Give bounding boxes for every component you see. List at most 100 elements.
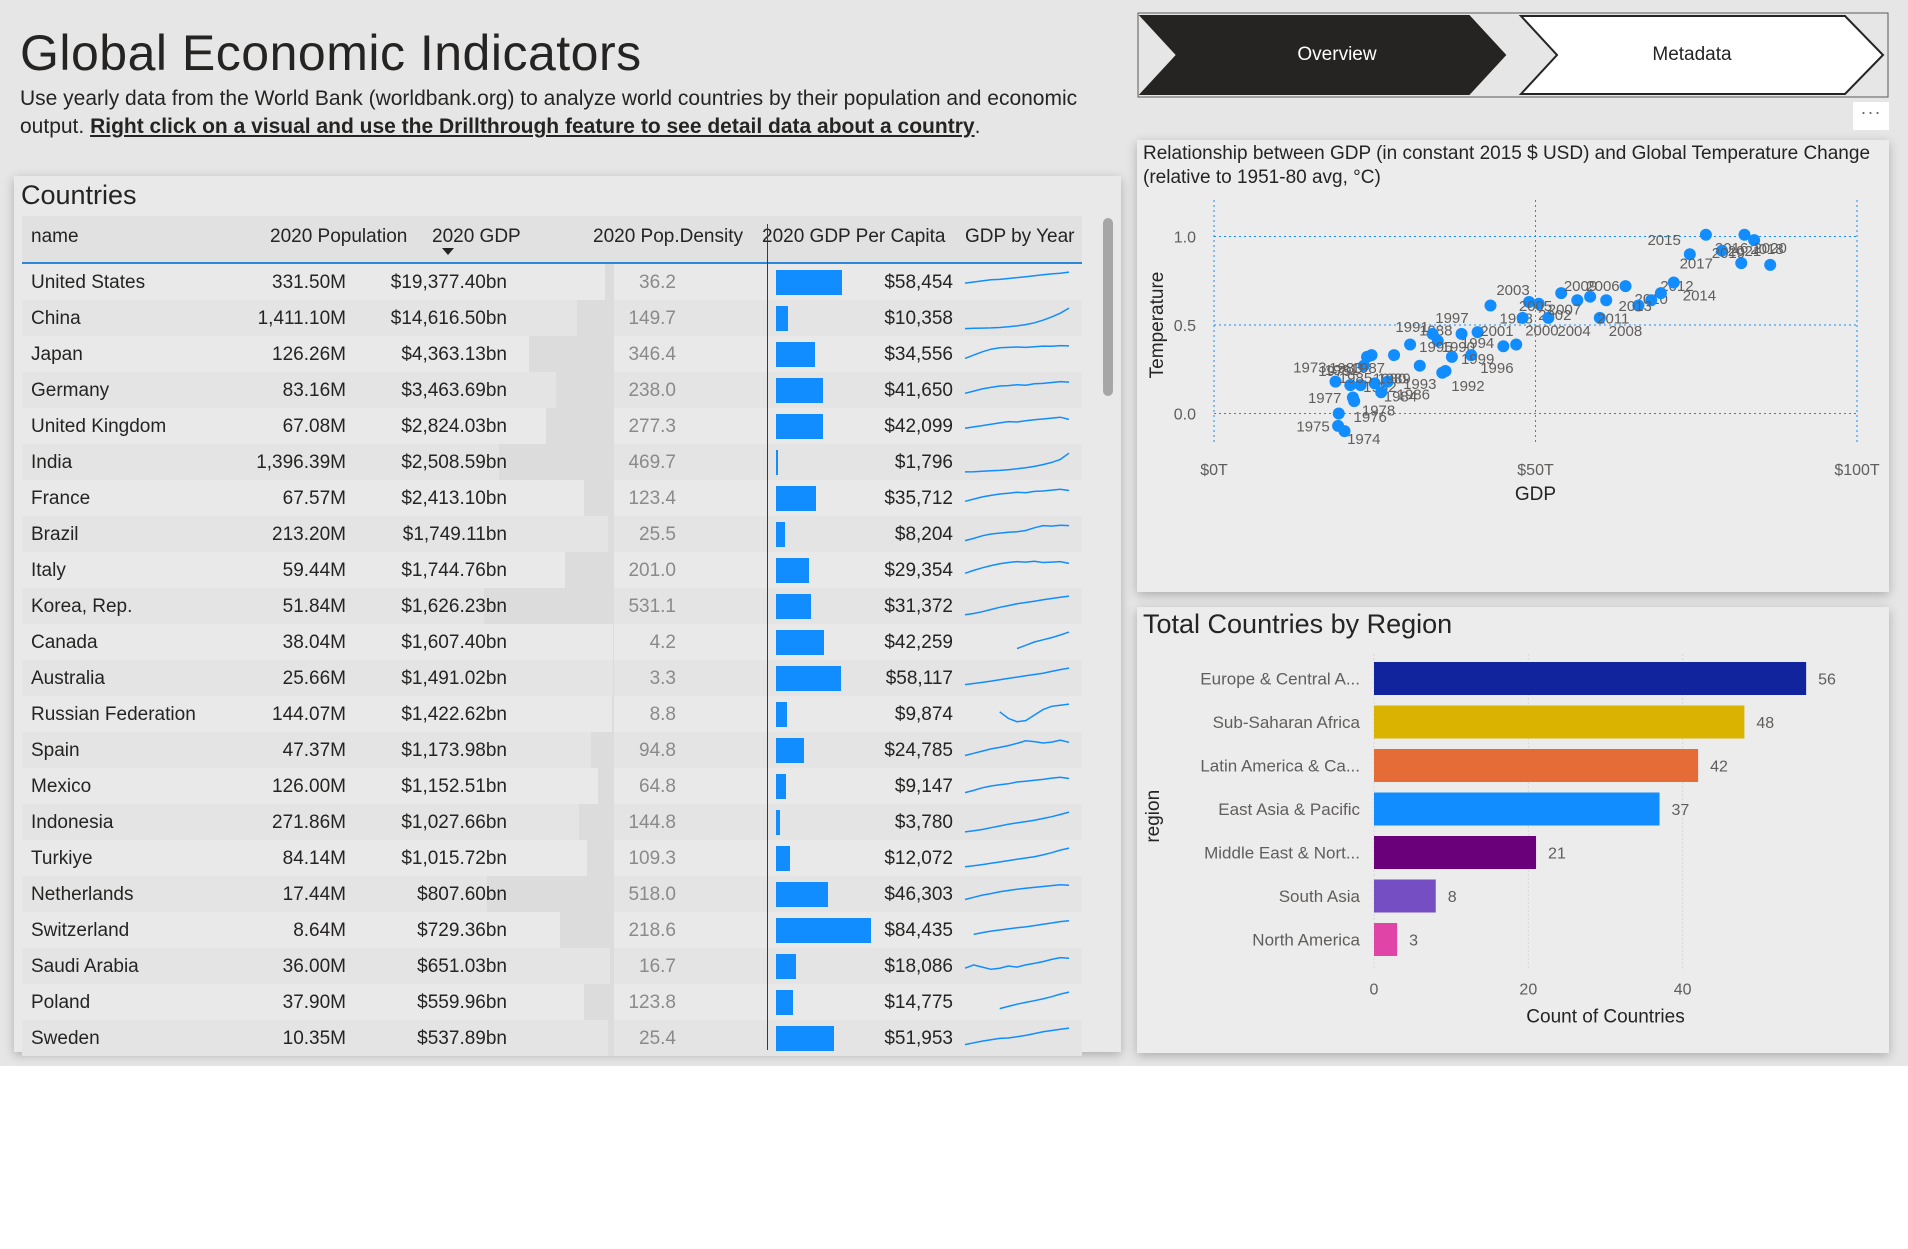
scatter-point[interactable]	[1338, 425, 1351, 438]
table-row[interactable]: Turkiye 84.14M $1,015.72bn 109.3 $12,072	[22, 840, 1082, 876]
scatter-point[interactable]	[1738, 228, 1751, 241]
scatter-point[interactable]	[1413, 359, 1426, 372]
scatter-point[interactable]	[1365, 349, 1378, 362]
y-tick-label: 1.0	[1174, 230, 1196, 247]
table-row[interactable]: Japan 126.26M $4,363.13bn 346.4 $34,556	[22, 336, 1082, 372]
scatter-point[interactable]	[1332, 407, 1345, 420]
metadata-nav-button[interactable]: Metadata	[1652, 44, 1732, 65]
table-row[interactable]: Brazil 213.20M $1,749.11bn 25.5 $8,204	[22, 516, 1082, 552]
scatter-point[interactable]	[1497, 340, 1510, 353]
column-header-density[interactable]: 2020 Pop.Density	[593, 226, 743, 247]
column-header-per-capita[interactable]: 2020 GDP Per Capita	[762, 226, 946, 247]
region-bar[interactable]	[1374, 836, 1537, 869]
column-header-name[interactable]: name	[31, 226, 79, 247]
scatter-point[interactable]	[1368, 377, 1381, 390]
overview-nav-button[interactable]: Overview	[1297, 44, 1377, 65]
scatter-point[interactable]	[1404, 338, 1417, 351]
scatter-point[interactable]	[1510, 338, 1523, 351]
table-row[interactable]: Korea, Rep. 51.84M $1,626.23bn 531.1 $31,372	[22, 588, 1082, 624]
scatter-point[interactable]	[1683, 248, 1696, 261]
scatter-point[interactable]	[1445, 350, 1458, 363]
scatter-point[interactable]	[1748, 234, 1761, 247]
region-bar[interactable]	[1374, 749, 1699, 782]
countries-table-visual[interactable]: Countries name 2020 Population 2020 GDP …	[14, 176, 1121, 1056]
table-row[interactable]: Australia 25.66M $1,491.02bn 3.3 $58,117	[22, 660, 1082, 696]
density-databar	[564, 552, 614, 588]
scatter-point[interactable]	[1735, 257, 1748, 270]
table-row[interactable]: Netherlands 17.44M $807.60bn 518.0 $46,303	[22, 876, 1082, 912]
region-bar[interactable]	[1374, 879, 1436, 913]
table-row[interactable]: China 1,411.10M $14,616.50bn 149.7 $10,358	[22, 300, 1082, 336]
table-row[interactable]: Italy 59.44M $1,744.76bn 201.0 $29,354	[22, 552, 1082, 588]
scatter-point[interactable]	[1381, 375, 1394, 388]
scatter-point[interactable]	[1329, 375, 1342, 388]
gdp-temperature-scatter-visual[interactable]: Relationship between GDP (in constant 20…	[1137, 140, 1889, 592]
cell-country-name: Mexico	[31, 776, 92, 797]
scatter-point[interactable]	[1344, 379, 1357, 392]
scatter-point[interactable]	[1619, 280, 1632, 293]
table-row[interactable]: Saudi Arabia 36.00M $651.03bn 16.7 $18,086	[22, 948, 1082, 984]
scatter-point[interactable]	[1715, 244, 1728, 257]
table-row[interactable]: Poland 37.90M $559.96bn 123.8 $14,775	[22, 984, 1082, 1020]
countries-by-region-visual[interactable]: Total Countries by Region 0 20 40 Europe & …	[1137, 607, 1889, 1053]
scatter-point[interactable]	[1516, 311, 1529, 324]
scatter-point[interactable]	[1439, 365, 1452, 377]
cell-population: 36.00M	[282, 956, 346, 977]
region-bar[interactable]	[1374, 792, 1660, 826]
scatter-point[interactable]	[1600, 294, 1613, 307]
table-row[interactable]: Germany 83.16M $3,463.69bn 238.0 $41,650	[22, 372, 1082, 408]
scatter-point[interactable]	[1484, 299, 1497, 312]
scatter-point[interactable]	[1584, 290, 1597, 303]
scatter-point[interactable]	[1375, 386, 1388, 399]
region-bar[interactable]	[1374, 662, 1807, 695]
scatter-point[interactable]	[1699, 228, 1712, 241]
scatter-point[interactable]	[1542, 311, 1555, 324]
scatter-point[interactable]	[1532, 297, 1545, 310]
column-header-population[interactable]: 2020 Population	[270, 226, 408, 247]
cell-population: 84.14M	[282, 848, 346, 869]
region-bar[interactable]	[1374, 705, 1745, 739]
scatter-point[interactable]	[1654, 287, 1667, 300]
gdp-per-capita-databar	[776, 270, 842, 295]
scatter-point[interactable]	[1593, 311, 1606, 324]
table-row[interactable]: India 1,396.39M $2,508.59bn 469.7 $1,796	[22, 444, 1082, 480]
drillthrough-hint-link[interactable]: Right click on a visual and use the Dril…	[90, 115, 975, 138]
scatter-point[interactable]	[1348, 395, 1361, 408]
table-row[interactable]: United States 331.50M $19,377.40bn 36.2 $58,…	[22, 264, 1082, 300]
more-options-icon[interactable]: ···	[1853, 102, 1889, 130]
cell-gdp: $1,626.23bn	[401, 596, 507, 617]
table-row[interactable]: Switzerland 8.64M $729.36bn 218.6 $84,435	[22, 912, 1082, 948]
gdp-per-capita-databar	[776, 738, 804, 763]
scatter-point-label: 1976	[1354, 409, 1387, 426]
scatter-point[interactable]	[1764, 258, 1777, 271]
scatter-point[interactable]	[1465, 349, 1478, 362]
table-row[interactable]: Indonesia 271.86M $1,027.66bn 144.8 $3,780	[22, 804, 1082, 840]
scatter-point[interactable]	[1388, 349, 1401, 362]
scatter-point-label: 2015	[1647, 232, 1680, 249]
scatter-point[interactable]	[1354, 379, 1367, 392]
table-row[interactable]: France 67.57M $2,413.10bn 123.4 $35,712	[22, 480, 1082, 516]
scatter-point[interactable]	[1555, 287, 1568, 300]
density-databar	[583, 480, 614, 516]
region-bar[interactable]	[1374, 923, 1398, 956]
column-header-gdp[interactable]: 2020 GDP	[432, 226, 521, 247]
scatter-point[interactable]	[1571, 294, 1584, 307]
scatter-point-label: 1985	[1339, 370, 1372, 387]
scatter-point[interactable]	[1667, 276, 1680, 289]
scatter-point[interactable]	[1471, 326, 1484, 339]
table-row[interactable]: Mexico 126.00M $1,152.51bn 64.8 $9,147	[22, 768, 1082, 804]
table-scrollbar-thumb[interactable]	[1103, 218, 1113, 396]
table-row[interactable]: Canada 38.04M $1,607.40bn 4.2 $42,259	[22, 624, 1082, 660]
scatter-point[interactable]	[1431, 334, 1444, 347]
table-row[interactable]: United Kingdom 67.08M $2,824.03bn 277.3 $42,…	[22, 408, 1082, 444]
scatter-point[interactable]	[1523, 296, 1536, 308]
table-row[interactable]: Spain 47.37M $1,173.98bn 94.8 $24,785	[22, 732, 1082, 768]
scatter-point[interactable]	[1455, 327, 1468, 340]
gdp-sparkline	[964, 956, 1070, 971]
scatter-point[interactable]	[1632, 299, 1645, 312]
table-row[interactable]: Russian Federation 144.07M $1,422.62bn 8.8 $…	[22, 696, 1082, 732]
column-header-gdp-by-year[interactable]: GDP by Year	[965, 226, 1075, 247]
scatter-point[interactable]	[1645, 294, 1658, 307]
scatter-point-label: 1997	[1435, 310, 1468, 327]
table-row[interactable]: Sweden 10.35M $537.89bn 25.4 $51,953	[22, 1020, 1082, 1056]
